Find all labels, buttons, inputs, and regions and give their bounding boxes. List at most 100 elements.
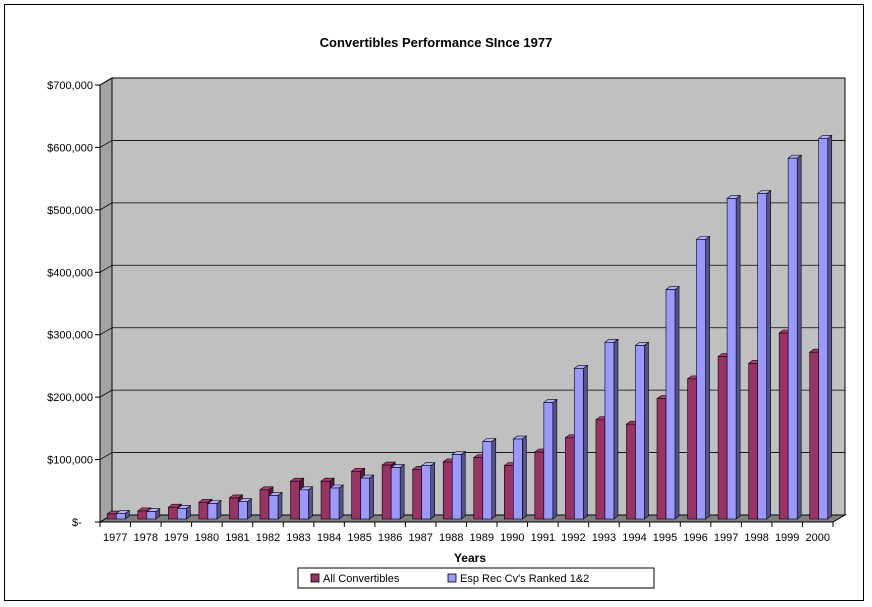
bar-side xyxy=(460,450,466,520)
bar-front xyxy=(656,398,667,520)
bar-esp-rec-1990 xyxy=(512,435,528,520)
bar-front xyxy=(717,356,728,520)
bar-side xyxy=(735,194,741,520)
bar-side xyxy=(674,286,680,520)
x-tick-label: 1994 xyxy=(622,532,646,544)
bar-front xyxy=(442,461,453,520)
bar-side xyxy=(247,498,252,520)
y-tick-label: $400,000 xyxy=(47,267,93,279)
bar-front xyxy=(482,441,493,520)
legend-label: All Convertibles xyxy=(323,573,400,585)
legend-box xyxy=(297,567,655,589)
x-tick-label: 1991 xyxy=(531,532,555,544)
x-tick-label: 1990 xyxy=(500,532,524,544)
bar-side xyxy=(308,486,313,520)
gridline-side xyxy=(99,202,113,211)
bar-front xyxy=(229,497,239,520)
bar-esp-rec-1978 xyxy=(145,507,161,520)
bar-front xyxy=(381,464,392,520)
x-tick-label: 1998 xyxy=(744,532,768,544)
y-tick-label: $200,000 xyxy=(47,392,93,404)
bar-front xyxy=(818,138,829,520)
x-tick-label: 1986 xyxy=(378,532,402,544)
y-tick-label: $300,000 xyxy=(47,330,93,342)
bar-esp-rec-1989 xyxy=(481,437,497,520)
bar-front xyxy=(421,465,431,520)
bar-front xyxy=(687,378,697,520)
bar-front xyxy=(290,480,300,520)
bar-side xyxy=(552,398,558,520)
bar-front xyxy=(198,501,209,520)
gridline-side xyxy=(99,264,113,273)
bar-esp-rec-1983 xyxy=(298,486,314,520)
y-tick-label: $100,000 xyxy=(47,455,93,467)
bar-front xyxy=(177,508,187,520)
bar-front xyxy=(168,506,178,520)
bar-front xyxy=(574,368,584,520)
y-axis-ticks: $- $100,000 $200,000 $300,000 $400,000 $500,0… xyxy=(47,80,101,529)
bar-side xyxy=(277,491,283,520)
bar-side xyxy=(338,484,344,520)
x-tick-label: 1981 xyxy=(225,532,249,544)
bar-front xyxy=(268,495,279,520)
bar-front xyxy=(137,510,148,520)
bar-front xyxy=(534,451,545,520)
y-tick-label: $500,000 xyxy=(47,205,93,217)
y-tick-label: $- xyxy=(72,517,82,529)
legend: All Convertibles Esp Rec Cv's Ranked 1&2 xyxy=(297,567,655,589)
x-tick-label: 1992 xyxy=(561,532,585,544)
x-tick-label: 1985 xyxy=(347,532,371,544)
bar-esp-rec-1998 xyxy=(756,189,772,520)
bar-front xyxy=(778,332,789,520)
bar-side xyxy=(369,474,374,520)
x-axis-ticks: 1977 1978 1979 1980 1981 1982 1983 1984 1985 1986… xyxy=(99,521,834,544)
bar-esp-rec-1981 xyxy=(237,498,253,520)
bar-esp-rec-1996 xyxy=(695,235,711,520)
x-tick-label: 1999 xyxy=(775,532,799,544)
bar-front xyxy=(696,239,706,520)
bar-esp-rec-1984 xyxy=(329,484,344,520)
bar-front xyxy=(726,198,737,520)
x-tick-label: 1997 xyxy=(714,532,738,544)
y-tick-label: $700,000 xyxy=(47,80,93,92)
bar-esp-rec-2000 xyxy=(817,134,833,520)
bar-front xyxy=(106,513,117,520)
x-tick-label: 1993 xyxy=(592,532,616,544)
bar-front xyxy=(809,351,820,520)
bar-side xyxy=(430,462,435,520)
bar-esp-rec-1980 xyxy=(206,499,222,520)
bar-front xyxy=(626,423,636,520)
bar-esp-rec-1994 xyxy=(634,341,650,520)
bar-esp-rec-1992 xyxy=(573,364,589,520)
gridline-side xyxy=(99,77,113,86)
bar-front xyxy=(329,487,340,520)
legend-swatch xyxy=(447,573,457,583)
bar-side xyxy=(796,154,802,520)
x-tick-label: 1988 xyxy=(439,532,463,544)
x-tick-label: 1987 xyxy=(408,532,432,544)
bar-side xyxy=(705,235,710,520)
bar-front xyxy=(604,341,615,520)
x-tick-label: 1996 xyxy=(683,532,707,544)
bar-esp-rec-1988 xyxy=(451,450,467,520)
x-tick-label: 1977 xyxy=(103,532,127,544)
bar-side xyxy=(766,189,771,520)
bar-front xyxy=(473,457,484,520)
bar-front xyxy=(787,157,798,520)
bar-front xyxy=(390,467,401,520)
bar-front xyxy=(238,501,248,520)
bar-esp-rec-1986 xyxy=(390,463,406,520)
bar-front xyxy=(259,489,270,520)
bar-esp-rec-1995 xyxy=(665,286,680,520)
bar-front xyxy=(543,402,554,520)
chart-title: Convertibles Performance SInce 1977 xyxy=(320,35,553,50)
x-axis-title: Years xyxy=(454,551,486,565)
bar-side xyxy=(613,338,619,520)
x-tick-label: 1995 xyxy=(653,532,677,544)
bar-front xyxy=(412,469,422,520)
bar-esp-rec-1991 xyxy=(542,398,558,520)
bar-side xyxy=(491,437,497,520)
bar-esp-rec-1985 xyxy=(359,474,375,520)
legend-label: Esp Rec Cv's Ranked 1&2 xyxy=(460,573,589,585)
x-tick-label: 1982 xyxy=(256,532,280,544)
